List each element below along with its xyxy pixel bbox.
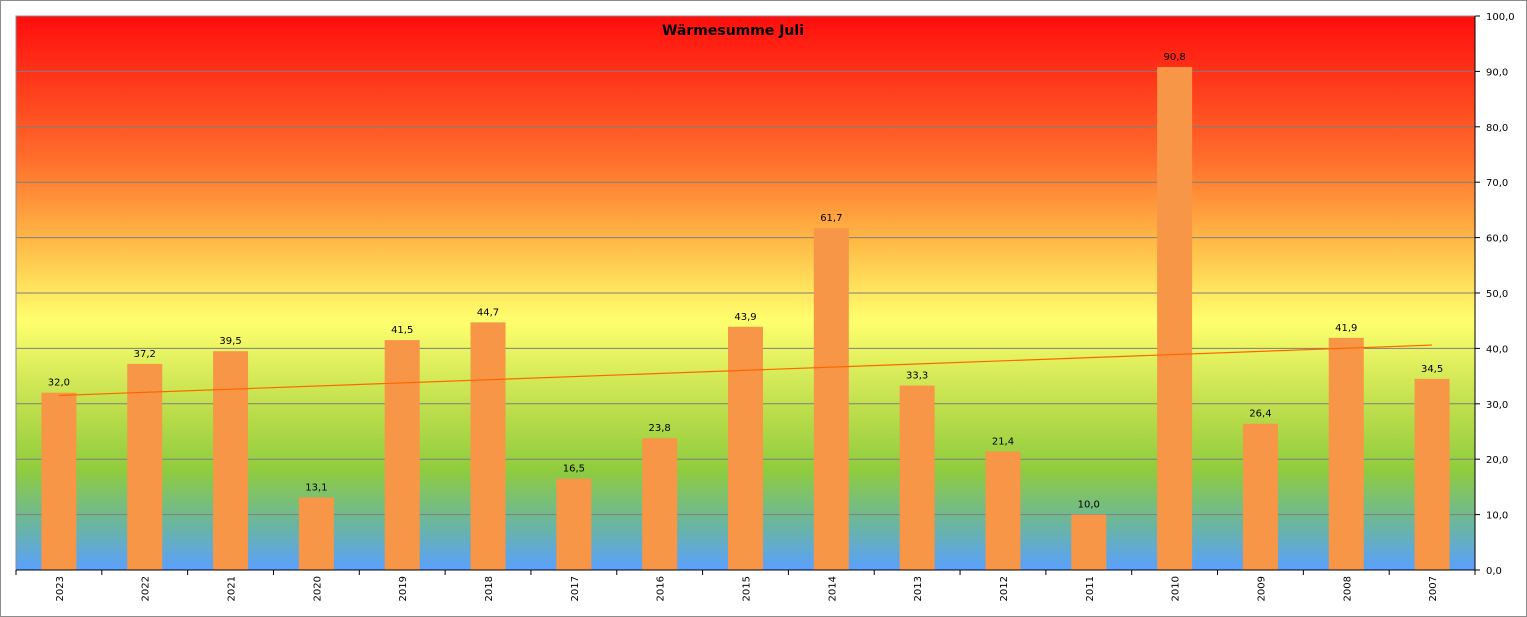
y-tick-label: 60,0	[1486, 234, 1508, 245]
x-tick-label: 2014	[827, 576, 838, 601]
trendline-layer	[58, 344, 1433, 397]
data-label: 41,5	[391, 325, 413, 336]
data-label: 34,5	[1421, 364, 1443, 375]
data-label: 21,4	[992, 436, 1014, 447]
x-tick-label: 2010	[1171, 576, 1182, 601]
trendline	[58, 344, 1433, 397]
x-tick-label: 2008	[1342, 576, 1353, 601]
x-tick-label: 2015	[742, 576, 753, 601]
bar	[41, 392, 77, 570]
bar	[985, 451, 1021, 570]
y-tick-label: 30,0	[1486, 400, 1508, 411]
x-tick-label: 2011	[1085, 576, 1096, 601]
y-tick-label: 10,0	[1486, 511, 1508, 522]
y-tick-label: 90,0	[1486, 67, 1508, 78]
bar	[213, 351, 249, 570]
y-tick-label: 0,0	[1486, 566, 1502, 577]
x-tick-label: 2016	[656, 576, 667, 601]
y-tick-label: 50,0	[1486, 289, 1508, 300]
bar	[127, 363, 163, 570]
y-tick-label: 40,0	[1486, 344, 1508, 355]
chart-title: Wärmesumme Juli	[662, 23, 804, 39]
x-tick-label: 2019	[398, 576, 409, 601]
bar	[298, 497, 334, 570]
data-label: 90,8	[1163, 52, 1185, 63]
bar	[1414, 378, 1450, 570]
bar	[728, 326, 763, 570]
bar	[1242, 423, 1278, 570]
data-label: 43,9	[734, 312, 756, 323]
data-label: 33,3	[906, 371, 928, 382]
data-label: 44,7	[477, 307, 499, 318]
y-tick-label: 100,0	[1486, 12, 1515, 23]
bar	[556, 478, 592, 570]
bar	[384, 340, 420, 570]
data-label: 61,7	[820, 213, 842, 224]
x-tick-label: 2021	[227, 576, 238, 601]
bar	[642, 438, 678, 570]
y-tick-label: 20,0	[1486, 455, 1508, 466]
x-tick-label: 2017	[570, 576, 581, 601]
x-tick-label: 2012	[999, 576, 1010, 601]
x-tick-label: 2013	[913, 576, 924, 601]
bar	[1157, 66, 1193, 570]
x-tick-label: 2020	[312, 576, 323, 601]
axes: 0,0 10,0 20,0 30,0 40,0 50,0 60,0 70,0 80,0 90,0 1…	[15, 12, 1515, 601]
data-label: 13,1	[305, 482, 327, 493]
x-tick-label: 2007	[1428, 576, 1439, 601]
data-label: 32,0	[48, 378, 70, 389]
bar	[470, 322, 506, 570]
data-labels: 32,0 37,2 39,5 13,1 41,5 44,7 16,5 23,8 43,9 61,7…	[48, 52, 1443, 511]
data-label: 16,5	[563, 464, 585, 475]
y-tick-label: 80,0	[1486, 123, 1508, 134]
data-label: 37,2	[134, 349, 156, 360]
bar	[1071, 514, 1107, 570]
x-tick-label: 2022	[141, 576, 152, 601]
data-label: 26,4	[1249, 409, 1271, 420]
x-tick-label: 2018	[484, 576, 495, 601]
bar	[813, 228, 849, 570]
bars	[41, 66, 1450, 570]
bar	[1328, 337, 1364, 570]
y-tick-label: 70,0	[1486, 178, 1508, 189]
data-label: 41,9	[1335, 323, 1357, 334]
x-tick-label: 2023	[55, 576, 66, 601]
data-label: 23,8	[649, 423, 671, 434]
x-tick-label: 2009	[1256, 576, 1267, 601]
bar	[899, 385, 935, 570]
data-label: 39,5	[219, 336, 241, 347]
data-label: 10,0	[1078, 500, 1100, 511]
